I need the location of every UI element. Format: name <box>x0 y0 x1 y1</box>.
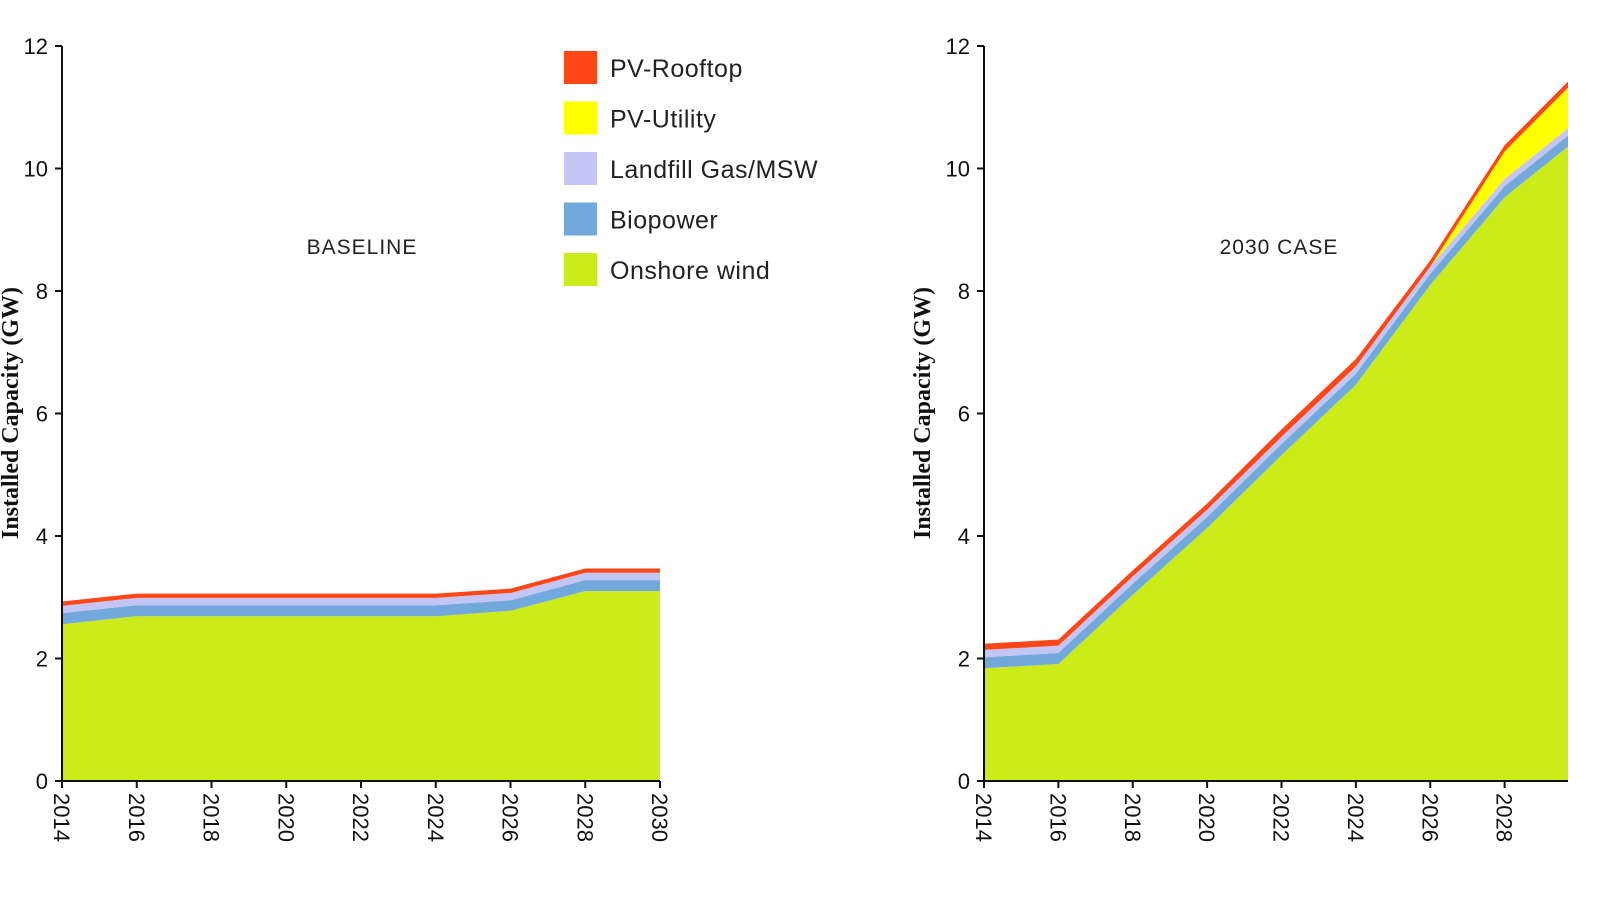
y-tick-label: 6 <box>36 402 48 427</box>
x-tick-label: 2018 <box>1120 793 1145 842</box>
y-tick-label: 0 <box>958 769 970 794</box>
area-onshore-wind <box>984 146 1568 781</box>
y-tick-label: 2 <box>958 647 970 672</box>
y-tick-label: 6 <box>958 402 970 427</box>
y-tick-label: 8 <box>958 279 970 304</box>
legend: PV-Rooftop PV-Utility Landfill Gas/MSW Biop… <box>564 51 818 286</box>
y-axis-label: Installed Capacity (GW) <box>910 287 936 539</box>
legend-swatch <box>564 101 597 135</box>
x-tick-label: 2016 <box>124 793 149 842</box>
legend-label: PV-Rooftop <box>610 55 743 83</box>
y-tick-label: 12 <box>24 34 48 59</box>
x-tick-label: 2026 <box>1417 793 1442 842</box>
legend-label: PV-Utility <box>610 106 716 134</box>
area-biopower <box>984 135 1568 669</box>
x-tick-label: 2028 <box>572 793 597 842</box>
legend-swatch <box>564 253 597 286</box>
x-tick-label: 2024 <box>1343 793 1368 842</box>
y-tick-label: 0 <box>36 769 48 794</box>
x-tick-label: 2014 <box>971 793 996 842</box>
x-tick-label: 2018 <box>199 793 224 842</box>
x-tick-label: 2022 <box>348 793 373 842</box>
legend-label: Landfill Gas/MSW <box>610 156 818 184</box>
y-tick-label: 8 <box>36 279 48 304</box>
x-tick-label: 2022 <box>1269 793 1294 842</box>
y-tick-label: 10 <box>946 157 970 182</box>
y-tick-label: 4 <box>958 524 970 549</box>
area-layers <box>984 81 1568 781</box>
y-tick-label: 4 <box>36 524 48 549</box>
panel-title: BASELINE <box>307 236 418 259</box>
legend-swatch <box>564 51 597 84</box>
area-biopower <box>62 580 660 625</box>
panel-title: 2030 CASE <box>1220 236 1339 259</box>
y-axis-label: Installed Capacity (GW) <box>0 287 24 539</box>
x-tick-label: 2024 <box>423 793 448 842</box>
y-tick-label: 12 <box>946 34 970 59</box>
x-tick-label: 2030 <box>647 793 672 842</box>
area-layers <box>62 568 660 781</box>
y-tick-label: 10 <box>24 157 48 182</box>
area-onshore-wind <box>62 591 660 781</box>
chart-panel-2: 0 2 4 6 8 10 12 2014 2016 2018 2020 2022 2024 2026 202… <box>910 34 1568 842</box>
chart-panel-1: 0 2 4 6 8 10 12 2014 2016 2018 2020 2022 2024 2026 202… <box>0 34 818 842</box>
x-tick-label: 2020 <box>1194 793 1219 842</box>
legend-label: Onshore wind <box>610 257 770 285</box>
x-tick-label: 2028 <box>1492 793 1517 842</box>
x-tick-label: 2026 <box>498 793 523 842</box>
area-landfill-gas-msw <box>62 572 660 614</box>
y-tick-label: 2 <box>36 647 48 672</box>
area-pv-rooftop <box>62 568 660 606</box>
area-landfill-gas-msw <box>984 128 1568 658</box>
x-tick-label: 2016 <box>1045 793 1070 842</box>
legend-swatch <box>564 202 597 236</box>
x-tick-label: 2014 <box>49 793 74 842</box>
x-tick-label: 2020 <box>273 793 298 842</box>
legend-label: Biopower <box>610 207 718 235</box>
legend-swatch <box>564 152 597 185</box>
